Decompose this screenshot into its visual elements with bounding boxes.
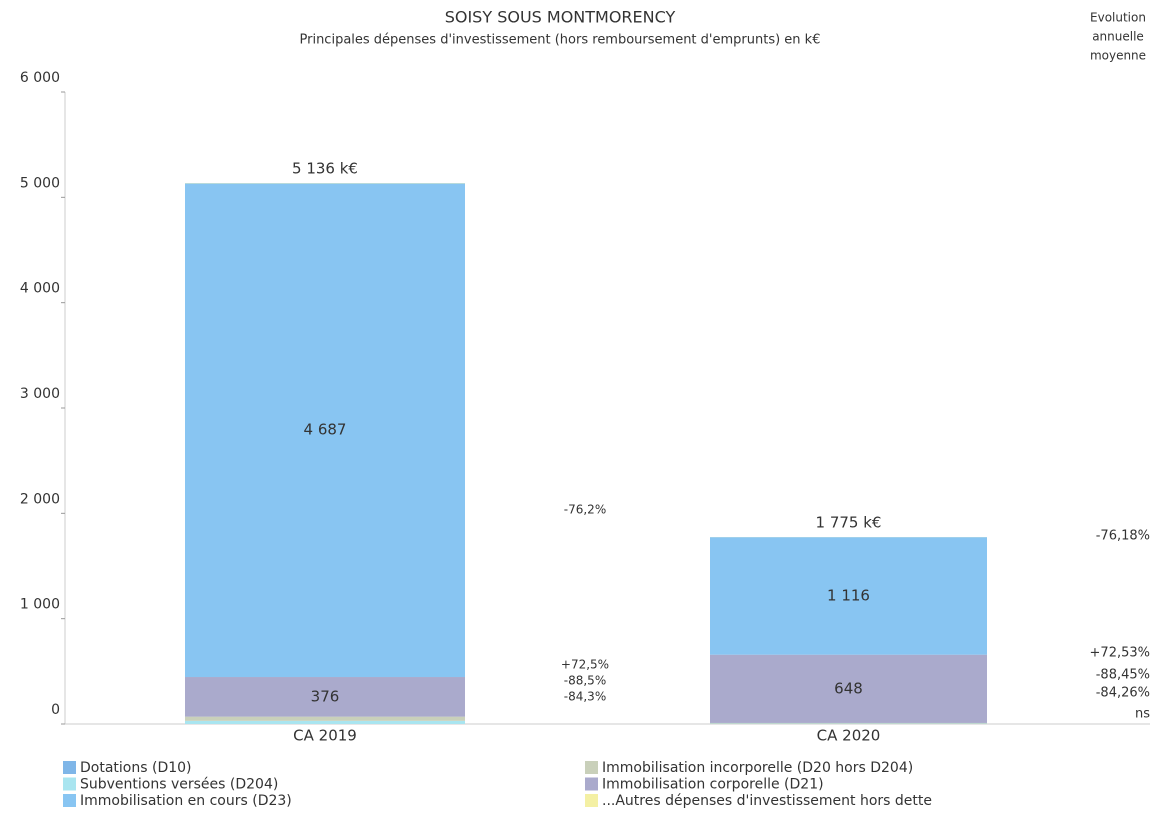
- evolution-header: annuelle: [1092, 30, 1144, 44]
- evolution-right: +72,53%: [1090, 646, 1150, 661]
- bar-segment: [710, 537, 987, 655]
- evolution-between: -76,2%: [564, 503, 606, 517]
- total-label: 5 136 k€: [292, 160, 358, 178]
- bar-segment: [185, 183, 465, 678]
- bar-segment: [185, 720, 465, 724]
- legend-swatch: [63, 761, 76, 774]
- y-tick-label: 6 000: [20, 70, 60, 86]
- legend-label: ...Autres dépenses d'investissement hors…: [602, 793, 932, 809]
- y-tick-label: 4 000: [20, 281, 60, 297]
- evolution-between: +72,5%: [561, 658, 609, 672]
- y-tick-label: 2 000: [20, 491, 60, 507]
- evolution-right: -88,45%: [1096, 668, 1150, 683]
- legend-label: Immobilisation incorporelle (D20 hors D2…: [602, 760, 913, 776]
- y-tick-label: 1 000: [20, 597, 60, 613]
- chart-title: SOISY SOUS MONTMORENCY: [445, 8, 676, 27]
- evolution-right: ns: [1135, 707, 1150, 722]
- legend-label: Immobilisation en cours (D23): [80, 793, 292, 809]
- evolution-between: -84,3%: [564, 690, 606, 704]
- bar-segment: [185, 716, 465, 721]
- legend-swatch: [585, 777, 598, 791]
- x-tick-label: CA 2019: [293, 727, 357, 745]
- chart-subtitle: Principales dépenses d'investissement (h…: [300, 33, 821, 48]
- legend-swatch: [585, 761, 598, 774]
- bar-segment: [710, 654, 987, 723]
- segment-label: 648: [834, 679, 863, 697]
- legend-swatch: [63, 777, 76, 791]
- legend-label: Subventions versées (D204): [80, 777, 278, 793]
- legend-swatch: [585, 794, 598, 807]
- y-tick-label: 5 000: [20, 175, 60, 191]
- legend-swatch: [63, 794, 76, 807]
- legend-label: Immobilisation corporelle (D21): [602, 777, 824, 793]
- x-tick-label: CA 2020: [817, 727, 881, 745]
- total-label: 1 775 k€: [816, 514, 882, 532]
- evolution-header: moyenne: [1090, 49, 1146, 63]
- bar-segment: [185, 677, 465, 717]
- segment-label: 4 687: [304, 421, 347, 439]
- evolution-header: Evolution: [1090, 11, 1146, 25]
- segment-label: 1 116: [827, 586, 870, 604]
- segment-label: 376: [311, 687, 340, 705]
- evolution-right: -84,26%: [1096, 686, 1150, 701]
- y-tick-label: 0: [51, 702, 60, 718]
- evolution-between: -88,5%: [564, 674, 606, 688]
- evolution-right: -76,18%: [1096, 529, 1150, 544]
- legend-label: Dotations (D10): [80, 760, 192, 776]
- bar-segment: [710, 722, 987, 724]
- y-tick-label: 3 000: [20, 386, 60, 402]
